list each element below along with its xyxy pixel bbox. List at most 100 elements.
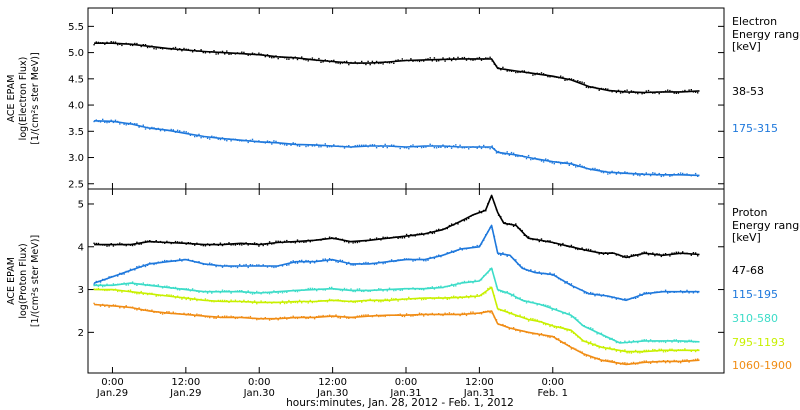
data-point (206, 299, 209, 301)
data-point (318, 288, 320, 290)
data-point (542, 272, 545, 274)
data-point (622, 256, 624, 258)
data-point (403, 315, 406, 318)
data-point (570, 283, 573, 285)
data-point (194, 315, 196, 318)
legend-entry: 115-195 (732, 288, 778, 301)
data-point (294, 317, 296, 319)
data-point (95, 242, 97, 245)
data-point (440, 285, 442, 287)
data-point (401, 58, 403, 60)
data-point (527, 71, 530, 73)
data-point (457, 223, 459, 225)
data-point (624, 90, 626, 92)
data-point (427, 58, 429, 60)
data-point (179, 258, 181, 260)
data-point (228, 316, 230, 318)
data-point (418, 233, 421, 235)
data-point (363, 262, 365, 264)
data-point (418, 297, 421, 299)
data-point (224, 243, 226, 245)
data-point (450, 250, 453, 252)
data-point (123, 290, 125, 292)
data-point (296, 58, 299, 61)
data-point (264, 55, 266, 58)
data-point (378, 145, 380, 147)
data-point (226, 315, 228, 317)
data-point (266, 266, 269, 268)
data-point (271, 302, 273, 304)
data-point (602, 294, 605, 296)
data-point (296, 145, 299, 147)
data-point (136, 284, 138, 286)
data-point (102, 244, 104, 246)
data-point (598, 347, 600, 349)
data-point (478, 312, 481, 315)
data-point (361, 240, 363, 242)
data-point (358, 262, 361, 265)
data-point (390, 144, 393, 146)
data-point (324, 258, 326, 260)
data-point (399, 147, 401, 150)
data-point (444, 60, 446, 62)
data-point (579, 248, 581, 250)
data-point (226, 140, 228, 142)
data-point (140, 309, 142, 312)
data-point (313, 239, 316, 241)
data-point (429, 313, 431, 315)
data-point (174, 312, 177, 314)
data-point (136, 293, 138, 295)
data-point (358, 241, 361, 243)
data-point (382, 262, 384, 265)
data-point (275, 291, 277, 293)
data-point (568, 329, 570, 331)
data-point (444, 296, 446, 298)
data-point (470, 215, 472, 217)
data-point (613, 252, 615, 254)
data-point (318, 260, 320, 262)
y-tick-label: 2 (78, 328, 84, 339)
data-point (562, 242, 564, 245)
data-point (587, 248, 590, 251)
data-point (172, 286, 174, 289)
data-point (251, 264, 254, 266)
data-point (420, 288, 423, 291)
data-point (652, 348, 654, 351)
data-point (442, 286, 444, 289)
data-point (367, 290, 369, 292)
data-point (234, 138, 237, 140)
data-point (425, 287, 427, 290)
data-point (523, 330, 525, 332)
data-point (641, 339, 643, 341)
data-point (626, 255, 628, 257)
data-point (416, 258, 418, 260)
data-point (375, 237, 378, 239)
y-tick-label: 4.0 (68, 101, 84, 112)
data-point (365, 261, 367, 264)
data-point (168, 241, 170, 244)
data-point (692, 341, 695, 343)
data-point (166, 260, 168, 262)
data-point (211, 316, 213, 318)
data-point (594, 330, 596, 333)
data-point (647, 349, 650, 352)
data-point (93, 288, 95, 290)
data-point (164, 130, 166, 132)
data-point (367, 60, 369, 63)
data-point (215, 53, 217, 55)
data-point (530, 301, 532, 304)
data-point (510, 311, 513, 314)
data-point (288, 317, 290, 319)
data-point (652, 292, 654, 294)
data-point (545, 74, 547, 76)
data-point (307, 145, 309, 147)
data-point (429, 143, 431, 145)
data-point (495, 285, 498, 287)
data-point (179, 289, 181, 291)
data-point (183, 296, 185, 298)
data-point (594, 167, 596, 170)
data-point (622, 172, 624, 175)
data-point (157, 261, 159, 263)
data-point (305, 301, 307, 303)
data-point (500, 69, 502, 71)
